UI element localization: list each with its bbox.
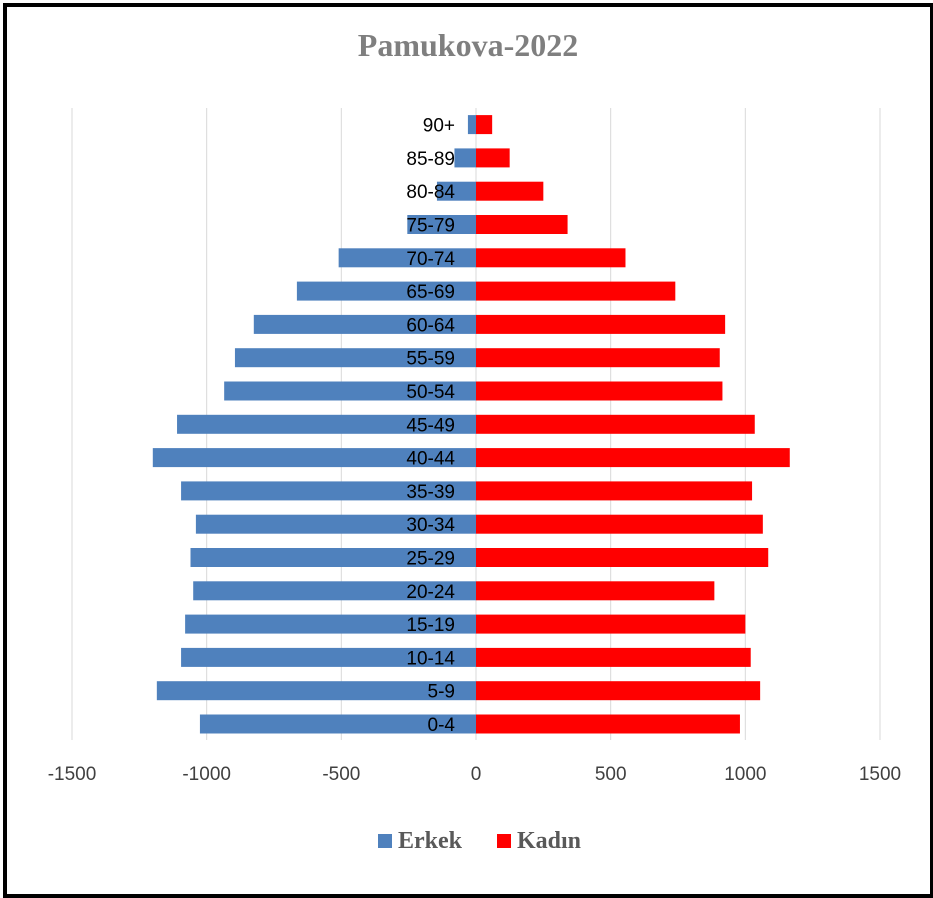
bar-kadin-80-84 <box>476 181 544 201</box>
bar-erkek-20-24 <box>193 581 476 601</box>
bar-erkek-30-34 <box>195 514 477 534</box>
bar-erkek-85-89 <box>454 148 476 168</box>
category-label: 90+ <box>423 116 455 137</box>
bar-erkek-35-39 <box>181 481 476 501</box>
category-label: 85-89 <box>406 149 455 170</box>
bar-kadin-50-54 <box>476 381 723 401</box>
legend-label-erkek: Erkek <box>398 828 463 854</box>
category-label: 80-84 <box>406 182 455 203</box>
bar-kadin-45-49 <box>476 414 755 434</box>
bar-kadin-20-24 <box>476 581 715 601</box>
category-label: 25-29 <box>406 549 455 570</box>
category-label: 55-59 <box>406 349 455 370</box>
category-label: 35-39 <box>406 482 455 503</box>
category-label: 20-24 <box>406 582 455 603</box>
bar-kadin-30-34 <box>476 514 763 534</box>
x-tick-label: -1500 <box>48 764 97 785</box>
x-tick-label: 1000 <box>724 764 766 785</box>
category-label: 30-34 <box>406 515 455 536</box>
bar-erkek-60-64 <box>253 314 476 334</box>
category-label: 65-69 <box>406 282 455 303</box>
category-label: 50-54 <box>406 382 455 403</box>
bar-erkek-0-4 <box>199 714 476 734</box>
bar-erkek-75-79 <box>407 215 476 234</box>
bar-erkek-10-14 <box>181 647 476 667</box>
bar-kadin-25-29 <box>476 548 769 567</box>
chart-title: Pamukova-2022 <box>358 27 578 63</box>
bar-erkek-45-49 <box>177 414 477 434</box>
bar-erkek-40-44 <box>152 448 477 468</box>
bar-kadin-85-89 <box>476 148 510 168</box>
bar-erkek-70-74 <box>338 248 476 268</box>
bar-kadin-10-14 <box>476 647 751 667</box>
bar-erkek-25-29 <box>190 548 477 567</box>
bar-erkek-15-19 <box>185 614 476 634</box>
legend: Erkek Kadın <box>378 828 581 854</box>
bar-kadin-15-19 <box>476 614 746 634</box>
bar-kadin-70-74 <box>476 248 626 268</box>
category-label: 15-19 <box>406 615 455 636</box>
category-label: 0-4 <box>428 715 456 736</box>
x-axis-ticks: -1500 -1000 -500 0 500 1000 1500 <box>48 764 901 785</box>
bar-erkek-80-84 <box>436 181 476 201</box>
x-tick-label: -500 <box>322 764 360 785</box>
bar-erkek-50-54 <box>224 381 476 401</box>
bar-kadin-55-59 <box>476 348 720 368</box>
category-label: 45-49 <box>406 415 455 436</box>
bar-kadin-35-39 <box>476 481 753 501</box>
bar-kadin-60-64 <box>476 314 726 334</box>
x-tick-label: -1000 <box>182 764 231 785</box>
bar-kadin-90+ <box>476 115 493 135</box>
bar-erkek-65-69 <box>296 281 476 301</box>
bar-kadin-5-9 <box>476 681 761 701</box>
x-tick-label: 0 <box>471 764 482 785</box>
category-label: 40-44 <box>406 449 455 470</box>
category-label: 10-14 <box>406 648 455 669</box>
category-label: 75-79 <box>406 216 455 237</box>
bar-erkek-55-59 <box>234 348 476 368</box>
category-label: 60-64 <box>406 315 455 336</box>
category-label: 5-9 <box>428 682 455 703</box>
category-label: 70-74 <box>406 249 455 270</box>
bars <box>152 115 790 734</box>
x-tick-label: 500 <box>595 764 627 785</box>
legend-swatch-kadin <box>497 834 511 848</box>
bar-kadin-0-4 <box>476 714 740 734</box>
bar-kadin-65-69 <box>476 281 676 301</box>
bar-kadin-40-44 <box>476 448 790 468</box>
category-labels: 0-4 5-9 10-14 15-19 20-24 25-29 30-34 35-39 40-4… <box>406 116 455 736</box>
legend-swatch-erkek <box>378 834 392 848</box>
legend-label-kadin: Kadın <box>517 828 581 854</box>
bar-erkek-5-9 <box>156 681 476 701</box>
x-tick-label: 1500 <box>859 764 901 785</box>
bar-erkek-90+ <box>467 115 476 135</box>
bar-kadin-75-79 <box>476 215 568 234</box>
